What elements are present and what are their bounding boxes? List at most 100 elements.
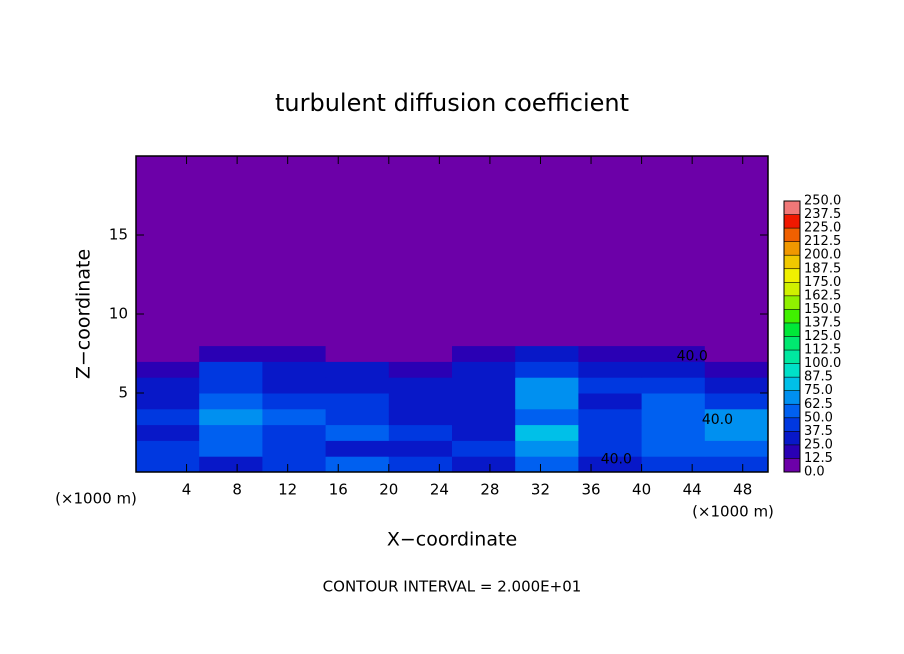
cell bbox=[452, 156, 516, 347]
x-tick-label: 4 bbox=[182, 481, 192, 499]
cell bbox=[199, 393, 263, 410]
cell bbox=[262, 345, 327, 362]
colorbar-label: 112.5 bbox=[804, 343, 841, 358]
contour-label: 40.0 bbox=[601, 451, 632, 467]
cell bbox=[452, 424, 516, 441]
cell bbox=[136, 345, 200, 362]
colorbar-swatch bbox=[784, 228, 800, 242]
cell bbox=[388, 377, 453, 394]
colorbar-label: 25.0 bbox=[804, 437, 833, 452]
colorbar-label: 50.0 bbox=[804, 410, 833, 425]
cell bbox=[388, 156, 453, 347]
colorbar-swatch bbox=[784, 458, 800, 472]
cell bbox=[578, 393, 643, 410]
cell bbox=[641, 377, 706, 394]
cell bbox=[325, 361, 390, 378]
x-tick-label: 36 bbox=[581, 481, 600, 499]
cell bbox=[325, 345, 390, 362]
cell bbox=[641, 361, 706, 378]
cell bbox=[199, 345, 263, 362]
cell bbox=[515, 393, 579, 410]
cell bbox=[325, 377, 390, 394]
cell bbox=[515, 456, 579, 473]
cell bbox=[578, 440, 643, 457]
colorbar-label: 162.5 bbox=[804, 288, 841, 303]
colorbar-swatch bbox=[784, 282, 800, 296]
colorbar-label: 187.5 bbox=[804, 261, 841, 276]
cell bbox=[704, 440, 769, 457]
cell bbox=[325, 440, 390, 457]
colorbar-swatch bbox=[784, 322, 800, 337]
cell bbox=[452, 377, 516, 394]
x-tick-label: 48 bbox=[733, 481, 752, 499]
cell bbox=[136, 361, 200, 378]
cell bbox=[262, 408, 327, 426]
cell bbox=[452, 440, 516, 457]
cell bbox=[199, 440, 263, 457]
colorbar-swatch bbox=[784, 201, 800, 215]
cell bbox=[262, 393, 327, 410]
cell bbox=[641, 345, 706, 362]
cell bbox=[641, 156, 706, 347]
x-unit: (×1000 m) bbox=[692, 503, 774, 521]
cell bbox=[388, 440, 453, 457]
cell bbox=[704, 345, 769, 362]
cell bbox=[641, 393, 706, 410]
colorbar-swatch bbox=[784, 417, 800, 432]
cell bbox=[578, 361, 643, 378]
cell bbox=[704, 361, 769, 378]
cell bbox=[388, 361, 453, 378]
colorbar-label: 0.0 bbox=[804, 465, 825, 480]
cell bbox=[578, 377, 643, 394]
cell bbox=[388, 424, 453, 441]
cell bbox=[136, 393, 200, 410]
cell bbox=[199, 424, 263, 441]
cell bbox=[452, 361, 516, 378]
cell bbox=[262, 440, 327, 457]
chart-title: turbulent diffusion coefficient bbox=[275, 89, 629, 117]
cell bbox=[704, 456, 769, 473]
colorbar-label: 62.5 bbox=[804, 397, 833, 412]
cell bbox=[388, 393, 453, 410]
cell bbox=[452, 456, 516, 473]
cell bbox=[515, 440, 579, 457]
cell bbox=[578, 456, 643, 473]
colorbar-swatch bbox=[784, 241, 800, 256]
cell bbox=[641, 440, 706, 457]
x-tick-label: 44 bbox=[683, 481, 702, 499]
colorbar-swatch bbox=[784, 268, 800, 283]
cell bbox=[704, 156, 769, 347]
cell bbox=[199, 156, 263, 347]
cell bbox=[578, 408, 643, 426]
cell bbox=[388, 408, 453, 426]
colorbar-label: 87.5 bbox=[804, 370, 833, 385]
x-tick-label: 32 bbox=[531, 481, 550, 499]
x-tick-label: 20 bbox=[379, 481, 398, 499]
cell bbox=[199, 361, 263, 378]
colorbar-label: 250.0 bbox=[804, 194, 841, 209]
cell bbox=[262, 361, 327, 378]
colorbar-swatch bbox=[784, 390, 800, 405]
cell bbox=[515, 361, 579, 378]
cell bbox=[515, 345, 579, 362]
cell bbox=[704, 424, 769, 441]
cell bbox=[388, 345, 453, 362]
cell bbox=[578, 424, 643, 441]
cell bbox=[325, 393, 390, 410]
colorbar-swatch bbox=[784, 336, 800, 351]
cell bbox=[136, 377, 200, 394]
x-axis-label: X−coordinate bbox=[387, 529, 517, 551]
cell bbox=[325, 456, 390, 473]
cell bbox=[262, 456, 327, 473]
colorbar-swatch bbox=[784, 255, 800, 269]
colorbar-swatch bbox=[784, 431, 800, 445]
cell bbox=[136, 424, 200, 441]
cell bbox=[262, 424, 327, 441]
cell bbox=[704, 393, 769, 410]
cell bbox=[388, 456, 453, 473]
colorbar-label: 75.0 bbox=[804, 383, 833, 398]
cell bbox=[515, 408, 579, 426]
cell bbox=[641, 456, 706, 473]
cell bbox=[578, 345, 643, 362]
